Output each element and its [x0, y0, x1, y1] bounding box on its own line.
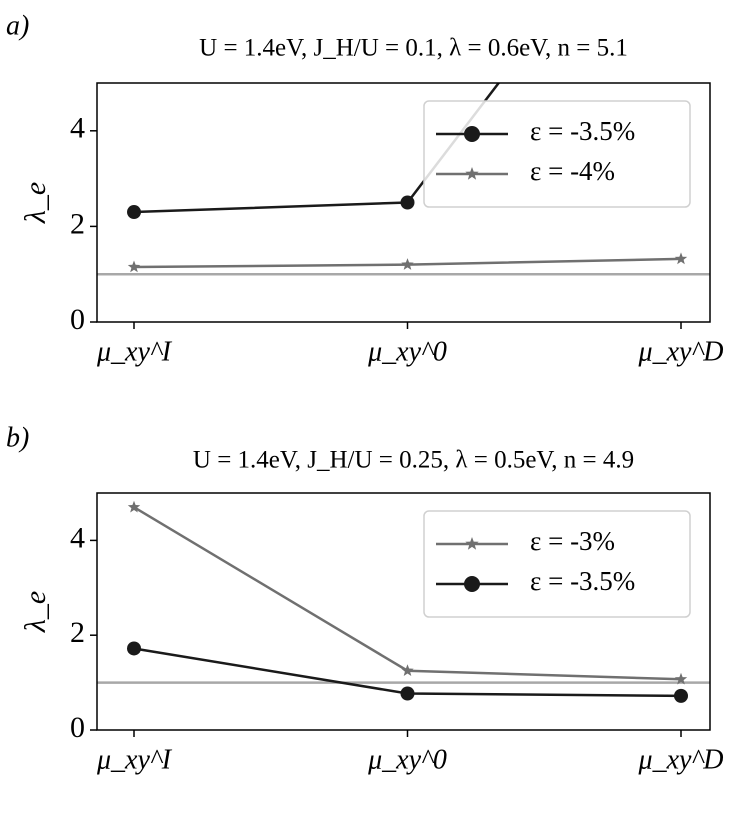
marker	[127, 205, 141, 220]
x-tick-label: μ_xy^I	[96, 336, 173, 367]
marker	[401, 664, 414, 676]
plot-area	[97, 83, 710, 276]
marker	[674, 672, 688, 685]
marker	[127, 641, 141, 656]
legend-label: ε = -3%	[530, 526, 615, 556]
marker	[465, 167, 479, 180]
x-tick-label: μ_xy^D	[638, 336, 724, 367]
marker	[400, 686, 415, 701]
x-tick-label: μ_xy^D	[638, 744, 724, 775]
marker	[464, 576, 480, 592]
legend-box	[423, 510, 691, 618]
y-axis-label: λ_e	[19, 182, 52, 224]
marker	[127, 500, 141, 513]
y-tick-label: 0	[70, 303, 85, 336]
marker	[464, 126, 480, 142]
panel-label: a)	[6, 10, 29, 41]
marker	[465, 537, 479, 550]
marker	[127, 260, 141, 273]
x-tick-label: μ_xy^I	[96, 744, 173, 775]
legend-label: ε = -3.5%	[530, 566, 635, 596]
x-tick-label: μ_xy^0	[367, 336, 447, 367]
axes-frame	[96, 82, 711, 323]
chart-title: U = 1.4eV, J_H/U = 0.25, λ = 0.5eV, n = …	[193, 447, 634, 474]
y-axis-label: λ_e	[19, 591, 52, 633]
y-tick-label: 2	[70, 616, 85, 649]
legend-label: ε = -4%	[530, 156, 615, 186]
panel-label: b)	[6, 422, 29, 453]
marker	[674, 688, 688, 703]
legend-box	[423, 100, 691, 208]
marker	[400, 195, 415, 210]
y-tick-label: 2	[70, 207, 85, 240]
axes-frame	[96, 492, 711, 731]
chart-title: U = 1.4eV, J_H/U = 0.1, λ = 0.6eV, n = 5…	[199, 35, 628, 62]
y-tick-label: 4	[70, 112, 85, 145]
plot-area	[97, 500, 710, 703]
y-tick-label: 4	[70, 521, 85, 554]
y-tick-label: 0	[70, 711, 85, 744]
marker	[674, 252, 688, 265]
legend-label: ε = -3.5%	[530, 116, 635, 146]
marker	[401, 258, 414, 270]
x-tick-label: μ_xy^0	[367, 744, 447, 775]
